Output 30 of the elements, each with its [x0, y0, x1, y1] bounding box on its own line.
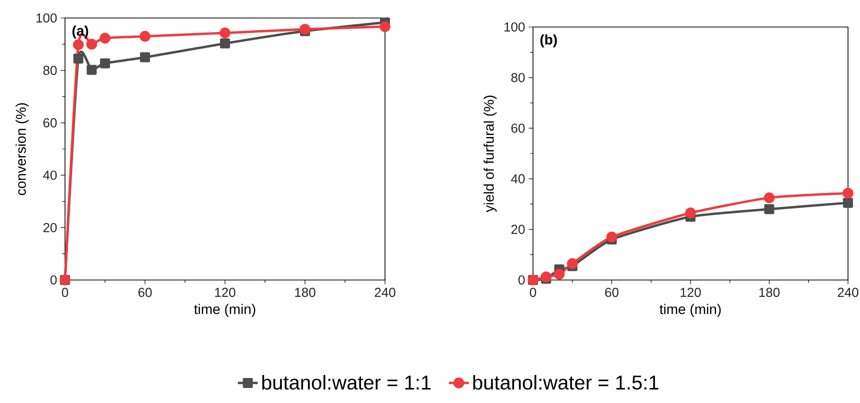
y-tick-label: 60	[43, 118, 57, 128]
legend-label: butanol:water = 1.5:1	[473, 374, 658, 390]
y-tick-label: 80	[511, 72, 525, 82]
x-tick-label: 120	[215, 288, 236, 297]
x-tick-label: 180	[295, 288, 316, 297]
x-tick-label: 0	[62, 288, 68, 297]
legend-label: butanol:water = 1:1	[262, 374, 431, 390]
x-axis-title: time (min)	[660, 304, 721, 317]
y-tick-label: 0	[518, 275, 525, 285]
x-tick-label: 180	[759, 288, 780, 297]
y-tick-label: 40	[43, 170, 57, 180]
y-tick-label: 0	[50, 275, 57, 285]
x-tick-label: 120	[680, 288, 701, 297]
y-tick-label: 40	[511, 174, 525, 184]
y-axis-title: yield of furfural (%)	[484, 96, 497, 212]
y-tick-label: 100	[36, 13, 57, 23]
y-tick-label: 80	[43, 66, 57, 75]
annotation: (a)	[72, 25, 88, 38]
x-tick-label: 240	[838, 288, 858, 297]
y-tick-label: 20	[511, 224, 525, 234]
annotation: (b)	[540, 34, 557, 48]
x-tick-label: 240	[374, 288, 396, 297]
x-tick-label: 60	[605, 288, 618, 297]
y-axis-title: conversion (%)	[16, 103, 29, 196]
y-tick-label: 60	[511, 124, 525, 133]
x-tick-label: 60	[138, 288, 152, 297]
y-tick-label: 100	[504, 22, 525, 32]
x-axis-title: time (min)	[194, 304, 256, 317]
y-tick-label: 20	[43, 222, 57, 232]
x-tick-label: 0	[530, 288, 536, 297]
